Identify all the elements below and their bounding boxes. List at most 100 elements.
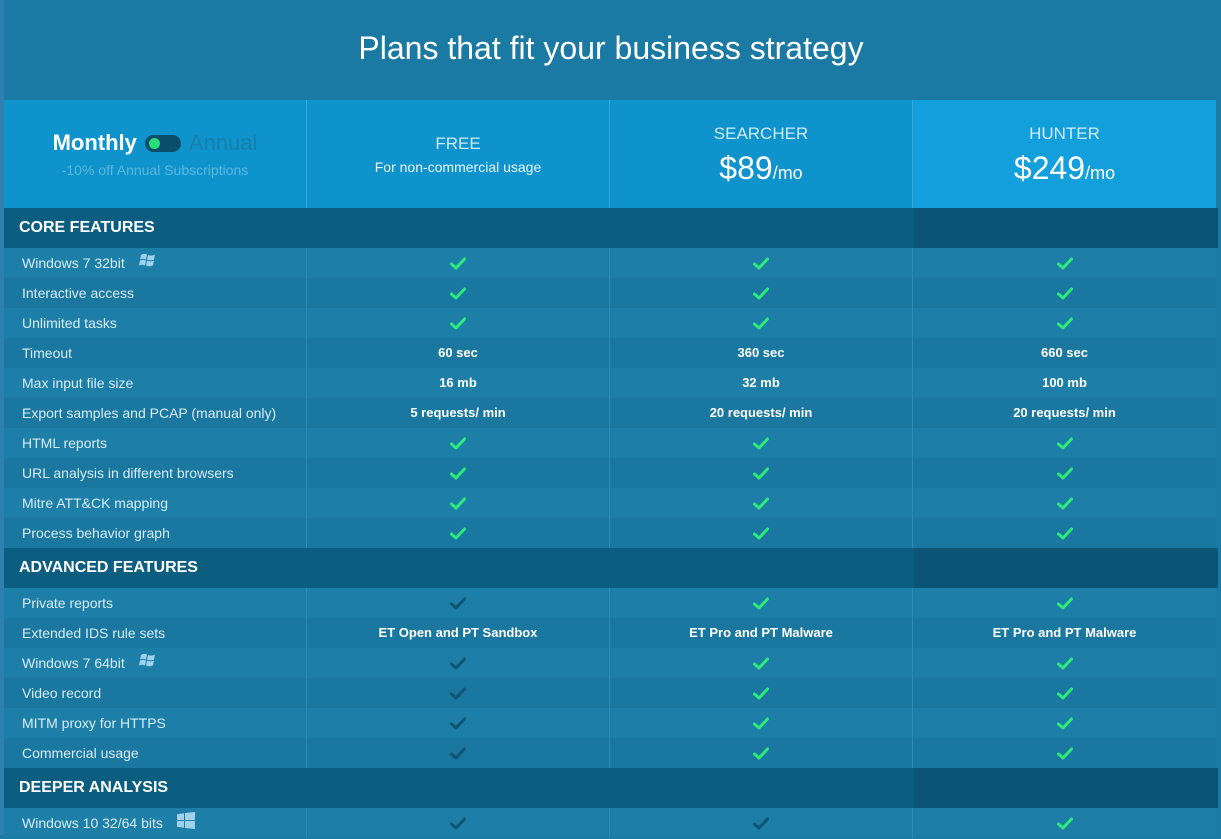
feature-value: 32 mb <box>610 368 913 398</box>
check-icon <box>610 248 913 278</box>
check-icon <box>307 428 610 458</box>
feature-row: URL analysis in different browsers <box>4 458 1218 488</box>
feature-label: Windows 7 64bit <box>4 648 307 678</box>
feature-value: 16 mb <box>307 368 610 398</box>
feature-label: MITM proxy for HTTPS <box>4 708 307 738</box>
section-title: DEEPER ANALYSIS <box>19 779 169 796</box>
plan-searcher-header[interactable]: SEARCHER $89/mo <box>610 100 913 208</box>
check-disabled-icon <box>307 708 610 738</box>
check-icon <box>913 488 1216 518</box>
check-icon <box>610 518 913 548</box>
feature-row: Windows 7 64bit <box>4 648 1218 678</box>
plan-hunter-header[interactable]: HUNTER $249/mo <box>913 100 1216 208</box>
check-icon <box>307 488 610 518</box>
check-icon <box>610 308 913 338</box>
feature-row: Video record <box>4 678 1218 708</box>
feature-value: 360 sec <box>610 338 913 368</box>
monthly-label[interactable]: Monthly <box>52 130 137 155</box>
section-header: CORE FEATURES <box>4 208 1218 248</box>
toggle-knob <box>148 137 160 149</box>
feature-label-text: HTML reports <box>22 435 108 451</box>
feature-label: HTML reports <box>4 428 307 458</box>
feature-label-text: Interactive access <box>22 285 135 301</box>
feature-row: Mitre ATT&CK mapping <box>4 488 1218 518</box>
feature-row: Private reports <box>4 588 1218 618</box>
feature-label: URL analysis in different browsers <box>4 458 307 488</box>
check-icon <box>307 278 610 308</box>
plan-price: $249/mo <box>913 150 1216 187</box>
feature-label: Private reports <box>4 588 307 618</box>
check-disabled-icon <box>307 808 610 838</box>
feature-label: Max input file size <box>4 368 307 398</box>
billing-toggle-cell: Monthly Annual -10% off Annual Subscript… <box>4 100 307 208</box>
feature-value: ET Pro and PT Malware <box>610 618 913 648</box>
check-icon <box>913 708 1216 738</box>
check-icon <box>913 678 1216 708</box>
feature-value: 20 requests/ min <box>610 398 913 428</box>
check-disabled-icon <box>307 588 610 618</box>
windows10-icon <box>176 809 195 839</box>
check-icon <box>913 518 1216 548</box>
feature-label-text: Windows 7 64bit <box>22 655 125 671</box>
annual-label[interactable]: Annual <box>188 130 258 155</box>
feature-label-text: Video record <box>22 685 102 701</box>
feature-label: Windows 10 32/64 bits <box>4 808 307 838</box>
feature-value: 5 requests/ min <box>307 398 610 428</box>
feature-label: Unlimited tasks <box>4 308 307 338</box>
check-icon <box>610 708 913 738</box>
feature-value: ET Open and PT Sandbox <box>307 618 610 648</box>
feature-label: Interactive access <box>4 278 307 308</box>
windows-flag-icon <box>138 249 159 279</box>
feature-row: Unlimited tasks <box>4 308 1218 338</box>
section-header: DEEPER ANALYSIS <box>4 768 1218 808</box>
feature-label-text: Unlimited tasks <box>22 315 117 331</box>
check-icon <box>913 458 1216 488</box>
feature-label: Extended IDS rule sets <box>4 618 307 648</box>
plans-header: Monthly Annual -10% off Annual Subscript… <box>4 100 1218 208</box>
feature-row: Timeout 60 sec 360 sec 660 sec <box>4 338 1218 368</box>
check-icon <box>913 428 1216 458</box>
price-amount: $249 <box>1013 150 1086 186</box>
feature-row: Commercial usage <box>4 738 1218 768</box>
plan-name: FREE <box>435 134 481 153</box>
highlight-column-shade <box>914 768 1218 808</box>
check-icon <box>610 278 913 308</box>
section-title: CORE FEATURES <box>19 219 155 236</box>
plan-subtitle: For non-commercial usage <box>374 159 542 175</box>
feature-row: Export samples and PCAP (manual only) 5 r… <box>4 398 1218 428</box>
feature-label-text: Max input file size <box>22 375 134 391</box>
plan-name: SEARCHER <box>713 124 809 143</box>
plan-free-header[interactable]: FREE For non-commercial usage <box>307 100 610 208</box>
check-icon <box>913 248 1216 278</box>
feature-row: Max input file size 16 mb 32 mb 100 mb <box>4 368 1218 398</box>
check-icon <box>913 308 1216 338</box>
check-icon <box>913 808 1216 838</box>
check-icon <box>913 588 1216 618</box>
feature-value: 660 sec <box>913 338 1216 368</box>
feature-label: Mitre ATT&CK mapping <box>4 488 307 518</box>
feature-row: Windows 7 32bit <box>4 248 1218 278</box>
check-icon <box>610 588 913 618</box>
section-header: ADVANCED FEATURES <box>4 548 1218 588</box>
check-disabled-icon <box>307 678 610 708</box>
feature-label: Windows 7 32bit <box>4 248 307 278</box>
check-icon <box>610 428 913 458</box>
feature-label-text: URL analysis in different browsers <box>22 465 234 481</box>
check-icon <box>610 678 913 708</box>
check-disabled-icon <box>307 738 610 768</box>
billing-toggle[interactable] <box>144 134 181 152</box>
left-window-edge <box>0 0 4 835</box>
feature-label-text: Windows 10 32/64 bits <box>22 815 163 831</box>
check-icon <box>610 488 913 518</box>
feature-value: 100 mb <box>913 368 1216 398</box>
annual-discount-note: -10% off Annual Subscriptions <box>61 162 249 178</box>
feature-row: Process behavior graph <box>4 518 1218 548</box>
price-amount: $89 <box>719 150 773 186</box>
check-icon <box>610 738 913 768</box>
feature-label: Export samples and PCAP (manual only) <box>4 398 307 428</box>
page-title: Plans that fit your business strategy <box>358 30 864 66</box>
feature-row: Interactive access <box>4 278 1218 308</box>
highlight-column-shade <box>914 548 1218 588</box>
check-icon <box>610 458 913 488</box>
feature-label-text: MITM proxy for HTTPS <box>22 715 166 731</box>
